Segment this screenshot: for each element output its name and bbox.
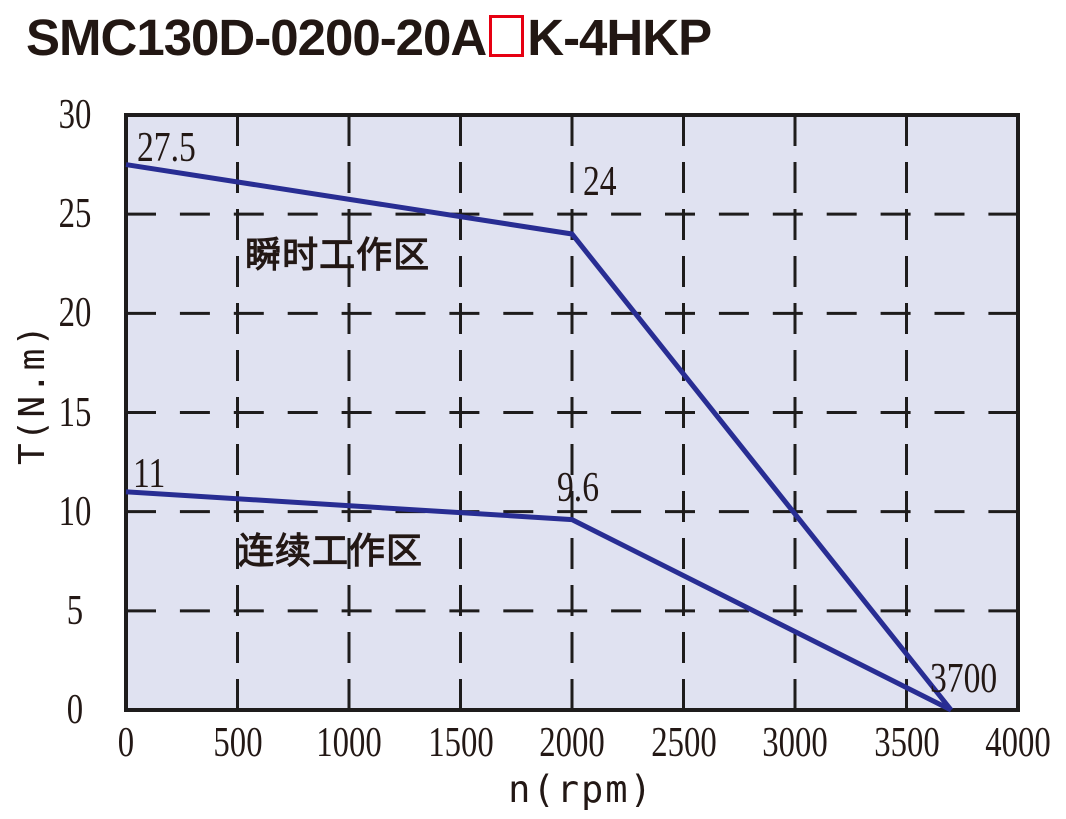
data-point-value-label: 27.5 — [136, 124, 196, 171]
y-tick-label: 15 — [58, 389, 92, 436]
x-tick-label: 3500 — [873, 720, 940, 766]
curve-instantaneous-zone — [125, 162, 954, 712]
x-tick-label: 1000 — [316, 720, 382, 766]
x-tick-label: 500 — [212, 720, 263, 766]
x-tick-label: 3000 — [762, 720, 828, 766]
title-prefix: SMC130D-0200-20A — [26, 9, 487, 66]
region-label: 连续工作区 — [237, 530, 423, 572]
data-point-value-label: 3700 — [929, 656, 998, 703]
x-tick-label: 4000 — [985, 720, 1051, 766]
y-tick-label: 30 — [58, 92, 92, 138]
y-tick-label: 5 — [66, 587, 84, 634]
x-tick-label: 2000 — [539, 720, 605, 766]
y-tick-label: 20 — [58, 290, 92, 337]
y-tick-label: 10 — [58, 488, 92, 535]
page-title: SMC130D-0200-20A K-4HKP — [26, 8, 712, 67]
plot-border — [124, 113, 1020, 712]
region-label: 瞬时工作区 — [245, 233, 431, 275]
data-point-value-label: 9.6 — [557, 465, 600, 512]
data-point-value-label: 11 — [132, 451, 166, 498]
x-tick-label: 2500 — [650, 720, 717, 766]
x-tick-label: 1500 — [427, 720, 494, 766]
y-tick-label: 0 — [66, 687, 84, 733]
title-suffix: K-4HKP — [527, 9, 712, 66]
data-point-value-label: 24 — [582, 158, 617, 205]
y-axis-label: T(N.m) — [12, 322, 53, 466]
x-tick-label: 0 — [117, 720, 135, 766]
title-placeholder-box-icon — [489, 15, 525, 57]
curve-continuous-zone — [125, 489, 953, 713]
y-tick-label: 25 — [58, 191, 92, 238]
x-axis-label: n(rpm) — [508, 768, 654, 811]
